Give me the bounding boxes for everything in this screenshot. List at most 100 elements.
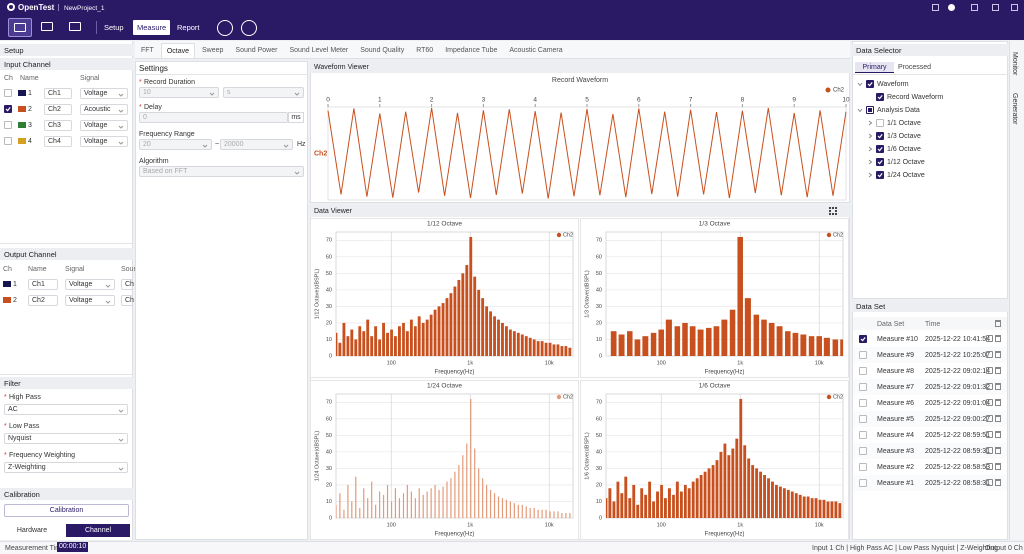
delay-input[interactable]: 0 — [139, 112, 288, 123]
checkbox[interactable] — [859, 463, 867, 471]
selector-tab[interactable]: Primary — [855, 62, 894, 73]
data-set-name[interactable]: Measure #9 — [877, 351, 914, 360]
layout-button[interactable] — [829, 207, 837, 215]
edit-icon[interactable] — [986, 415, 993, 422]
checkbox[interactable] — [866, 80, 874, 88]
edit-icon[interactable] — [986, 463, 993, 470]
duration-input[interactable]: 10 — [139, 87, 219, 98]
edit-icon[interactable] — [986, 383, 993, 390]
edit-icon[interactable] — [986, 447, 993, 454]
data-set-name[interactable]: Measure #6 — [877, 399, 914, 408]
signal-select[interactable]: Voltage — [80, 136, 128, 147]
window-control[interactable] — [971, 4, 978, 11]
mode-tab[interactable]: Setup — [100, 20, 128, 35]
checkbox[interactable] — [4, 105, 12, 113]
checkbox[interactable] — [859, 351, 867, 359]
analysis-tab[interactable]: Sound Quality — [355, 43, 409, 58]
setup-tab[interactable]: Hardware — [0, 524, 64, 537]
tree-label[interactable]: Waveform — [877, 80, 909, 89]
mode-tab[interactable]: Measure — [133, 20, 170, 35]
checkbox[interactable] — [876, 158, 884, 166]
data-set-name[interactable]: Measure #1 — [877, 479, 914, 488]
checkbox[interactable] — [4, 137, 12, 145]
window-control[interactable] — [992, 4, 999, 11]
checkbox[interactable] — [859, 335, 867, 343]
checkbox[interactable] — [859, 367, 867, 375]
filter-select[interactable]: AC — [4, 404, 128, 415]
signal-select[interactable]: Voltage — [65, 295, 115, 306]
window-control[interactable] — [1011, 4, 1018, 11]
checkbox[interactable] — [859, 431, 867, 439]
tree-label[interactable]: 1/12 Octave — [887, 158, 925, 167]
checkbox[interactable] — [859, 399, 867, 407]
calibration-button[interactable]: Calibration — [4, 504, 129, 517]
analysis-tab[interactable]: Octave — [161, 43, 195, 58]
channel-name[interactable]: Ch1 — [44, 88, 72, 99]
edit-icon[interactable] — [986, 351, 993, 358]
data-set-name[interactable]: Measure #7 — [877, 383, 914, 392]
checkbox[interactable] — [859, 479, 867, 487]
delete-icon[interactable] — [995, 320, 1001, 327]
edit-icon[interactable] — [986, 367, 993, 374]
checkbox[interactable] — [876, 171, 884, 179]
analysis-tab[interactable]: RT60 — [411, 43, 438, 58]
source-select[interactable]: Ch — [121, 279, 133, 290]
tree-label[interactable]: 1/6 Octave — [887, 145, 921, 154]
checkbox[interactable] — [4, 89, 12, 97]
tree-label[interactable]: 1/3 Octave — [887, 132, 921, 141]
channel-name[interactable]: Ch3 — [44, 120, 72, 131]
data-set-name[interactable]: Measure #8 — [877, 367, 914, 376]
duration-unit[interactable]: s — [223, 87, 304, 98]
delete-icon[interactable] — [995, 415, 1001, 422]
filter-select[interactable]: Z-Weighting — [4, 462, 128, 473]
channel-name[interactable]: Ch2 — [44, 104, 72, 115]
checkbox[interactable] — [859, 447, 867, 455]
edit-icon[interactable] — [986, 335, 993, 342]
analysis-tab[interactable]: Acoustic Camera — [504, 43, 567, 58]
data-set-name[interactable]: Measure #10 — [877, 335, 918, 344]
channel-name[interactable]: Ch2 — [28, 295, 58, 306]
delete-icon[interactable] — [995, 463, 1001, 470]
round-button[interactable] — [241, 20, 257, 36]
data-set-name[interactable]: Measure #2 — [877, 463, 914, 472]
checkbox[interactable] — [866, 106, 874, 114]
edit-icon[interactable] — [986, 431, 993, 438]
channel-name[interactable]: Ch4 — [44, 136, 72, 147]
source-select[interactable]: Ch — [121, 295, 133, 306]
delete-icon[interactable] — [995, 351, 1001, 358]
delete-icon[interactable] — [995, 447, 1001, 454]
toolbar-button[interactable] — [64, 18, 88, 37]
delete-icon[interactable] — [995, 367, 1001, 374]
data-set-name[interactable]: Measure #3 — [877, 447, 914, 456]
signal-select[interactable]: Voltage — [80, 120, 128, 131]
toolbar-button[interactable] — [8, 18, 32, 37]
delete-icon[interactable] — [995, 431, 1001, 438]
delete-icon[interactable] — [995, 335, 1001, 342]
signal-select[interactable]: Acoustic — [80, 104, 128, 115]
range-from[interactable]: 20 — [139, 139, 212, 150]
tree-label[interactable]: Record Waveform — [887, 93, 943, 102]
checkbox[interactable] — [876, 132, 884, 140]
analysis-tab[interactable]: Sweep — [197, 43, 228, 58]
delete-icon[interactable] — [995, 383, 1001, 390]
analysis-tab[interactable]: Sound Power — [230, 43, 282, 58]
range-to[interactable]: 20000 — [220, 139, 293, 150]
analysis-tab[interactable]: Impedance Tube — [440, 43, 502, 58]
checkbox[interactable] — [876, 93, 884, 101]
delete-icon[interactable] — [995, 399, 1001, 406]
checkbox[interactable] — [876, 119, 884, 127]
window-control[interactable] — [948, 4, 955, 11]
edit-icon[interactable] — [986, 479, 993, 486]
window-control[interactable] — [932, 4, 939, 11]
round-button[interactable] — [217, 20, 233, 36]
mode-tab[interactable]: Report — [173, 20, 204, 35]
tree-label[interactable]: 1/24 Octave — [887, 171, 925, 180]
checkbox[interactable] — [859, 415, 867, 423]
delete-icon[interactable] — [995, 479, 1001, 486]
analysis-tab[interactable]: Sound Level Meter — [284, 43, 353, 58]
selector-tab[interactable]: Processed — [895, 62, 934, 73]
checkbox[interactable] — [859, 383, 867, 391]
toolbar-button[interactable] — [36, 18, 60, 37]
data-set-name[interactable]: Measure #4 — [877, 431, 914, 440]
signal-select[interactable]: Voltage — [80, 88, 128, 99]
